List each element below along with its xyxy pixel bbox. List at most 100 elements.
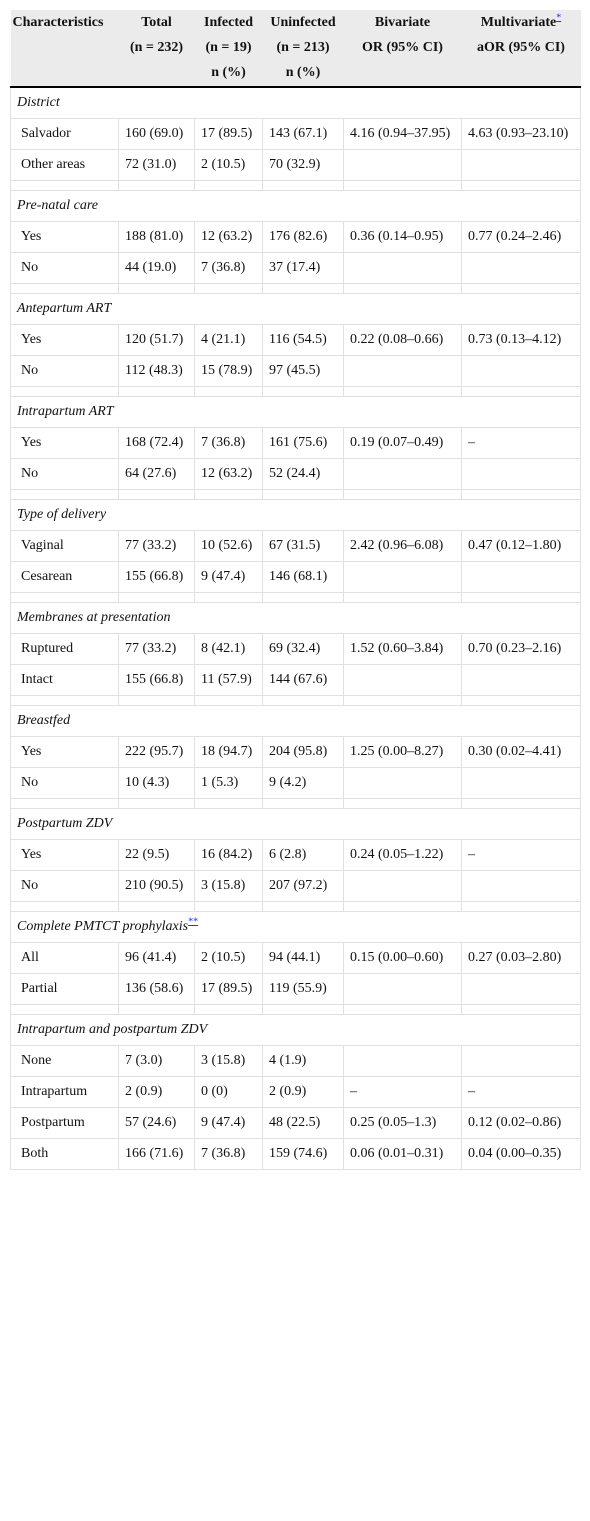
row-label: None [10, 1045, 119, 1077]
header-text: n (%) [211, 65, 246, 80]
section-title: Membranes at presentation [10, 602, 581, 634]
data-cell: 18 (94.7) [194, 736, 263, 768]
row-label: No [10, 458, 119, 490]
section-row: Postpartum ZDV [10, 808, 581, 840]
data-cell: 222 (95.7) [118, 736, 195, 768]
data-cell: 70 (32.9) [262, 149, 344, 181]
section-title: Pre-natal care [10, 190, 581, 222]
data-table: Characteristics Total (n = 232) Infected (n … [10, 10, 581, 1170]
section-title: District [10, 86, 581, 119]
data-cell: – [461, 1076, 581, 1108]
row-label: Yes [10, 427, 119, 459]
row-label: No [10, 355, 119, 387]
section-text: Breastfed [17, 713, 71, 728]
section-title: Complete PMTCT prophylaxis** [10, 911, 581, 943]
header-cell: Uninfected (n = 213) n (%) [262, 10, 344, 88]
spacer-cell [262, 386, 344, 397]
data-cell: 72 (31.0) [118, 149, 195, 181]
spacer-cell [343, 901, 462, 912]
header-line: Multivariate* [464, 10, 579, 35]
data-cell: 4.16 (0.94–37.95) [343, 118, 462, 150]
data-cell: 0.06 (0.01–0.31) [343, 1138, 462, 1170]
data-cell: 0.73 (0.13–4.12) [461, 324, 581, 356]
header-line: (n = 213) [265, 35, 342, 60]
data-cell [343, 870, 462, 902]
data-cell: 16 (84.2) [194, 839, 263, 871]
data-cell: 4 (21.1) [194, 324, 263, 356]
data-row: Salvador 160 (69.0) 17 (89.5) 143 (67.1) 4.1… [10, 118, 581, 150]
spacer-cell [461, 592, 581, 603]
data-cell: 2 (10.5) [194, 942, 263, 974]
section-text: District [17, 95, 60, 110]
data-cell: 188 (81.0) [118, 221, 195, 253]
row-label: All [10, 942, 119, 974]
data-cell: 160 (69.0) [118, 118, 195, 150]
data-cell [343, 458, 462, 490]
spacer-cell [194, 180, 263, 191]
data-row: No 210 (90.5) 3 (15.8) 207 (97.2) [10, 870, 581, 902]
header-text: Characteristics [12, 15, 104, 30]
spacer-row [10, 695, 581, 706]
table-body: District Salvador 160 (69.0) 17 (89.5) 143 (… [10, 86, 581, 1170]
header-line: Characteristics [13, 10, 117, 35]
data-row: Ruptured 77 (33.2) 8 (42.1) 69 (32.4) 1.52 (… [10, 633, 581, 665]
section-row: Type of delivery [10, 499, 581, 531]
data-cell: 64 (27.6) [118, 458, 195, 490]
data-cell [343, 664, 462, 696]
section-title: Postpartum ZDV [10, 808, 581, 840]
row-label: No [10, 870, 119, 902]
section-title: Intrapartum and postpartum ZDV [10, 1014, 581, 1046]
data-cell: 9 (47.4) [194, 561, 263, 593]
row-label: Yes [10, 839, 119, 871]
spacer-cell [118, 386, 195, 397]
spacer-cell [262, 695, 344, 706]
data-cell: 77 (33.2) [118, 530, 195, 562]
header-line: OR (95% CI) [346, 35, 460, 60]
data-row: Yes 188 (81.0) 12 (63.2) 176 (82.6) 0.36 (0.… [10, 221, 581, 253]
data-cell: 0.12 (0.02–0.86) [461, 1107, 581, 1139]
data-cell: 1.25 (0.00–8.27) [343, 736, 462, 768]
spacer-cell [461, 1004, 581, 1015]
data-cell: 77 (33.2) [118, 633, 195, 665]
spacer-cell [194, 798, 263, 809]
data-cell: 9 (47.4) [194, 1107, 263, 1139]
section-title: Intrapartum ART [10, 396, 581, 428]
row-label: Both [10, 1138, 119, 1170]
section-text: Antepartum ART [17, 301, 112, 316]
footnote-link[interactable]: ** [188, 916, 199, 928]
data-cell [461, 149, 581, 181]
header-row: Characteristics Total (n = 232) Infected (n … [10, 10, 581, 88]
data-cell: 136 (58.6) [118, 973, 195, 1005]
spacer-cell [194, 283, 263, 294]
data-cell [343, 355, 462, 387]
data-cell: – [461, 427, 581, 459]
header-line: aOR (95% CI) [464, 35, 579, 60]
data-cell: 0.19 (0.07–0.49) [343, 427, 462, 459]
spacer-cell [262, 489, 344, 500]
data-row: Both 166 (71.6) 7 (36.8) 159 (74.6) 0.06 (0.… [10, 1138, 581, 1170]
spacer-row [10, 592, 581, 603]
header-text: Multivariate [480, 15, 557, 30]
data-cell: 4 (1.9) [262, 1045, 344, 1077]
row-label: Partial [10, 973, 119, 1005]
spacer-cell [262, 901, 344, 912]
spacer-cell [343, 386, 462, 397]
data-cell: 9 (4.2) [262, 767, 344, 799]
spacer-cell [343, 798, 462, 809]
row-label: Other areas [10, 149, 119, 181]
data-cell: 6 (2.8) [262, 839, 344, 871]
header-line: Bivariate [346, 10, 460, 35]
spacer-cell [10, 489, 119, 500]
data-cell: 120 (51.7) [118, 324, 195, 356]
data-cell: 119 (55.9) [262, 973, 344, 1005]
footnote-link[interactable]: * [556, 12, 562, 24]
data-cell: 48 (22.5) [262, 1107, 344, 1139]
header-line: Infected [197, 10, 261, 35]
spacer-cell [461, 695, 581, 706]
spacer-cell [194, 386, 263, 397]
data-cell [461, 1045, 581, 1077]
section-row: District [10, 86, 581, 119]
data-cell: 155 (66.8) [118, 561, 195, 593]
data-cell: 0.25 (0.05–1.3) [343, 1107, 462, 1139]
